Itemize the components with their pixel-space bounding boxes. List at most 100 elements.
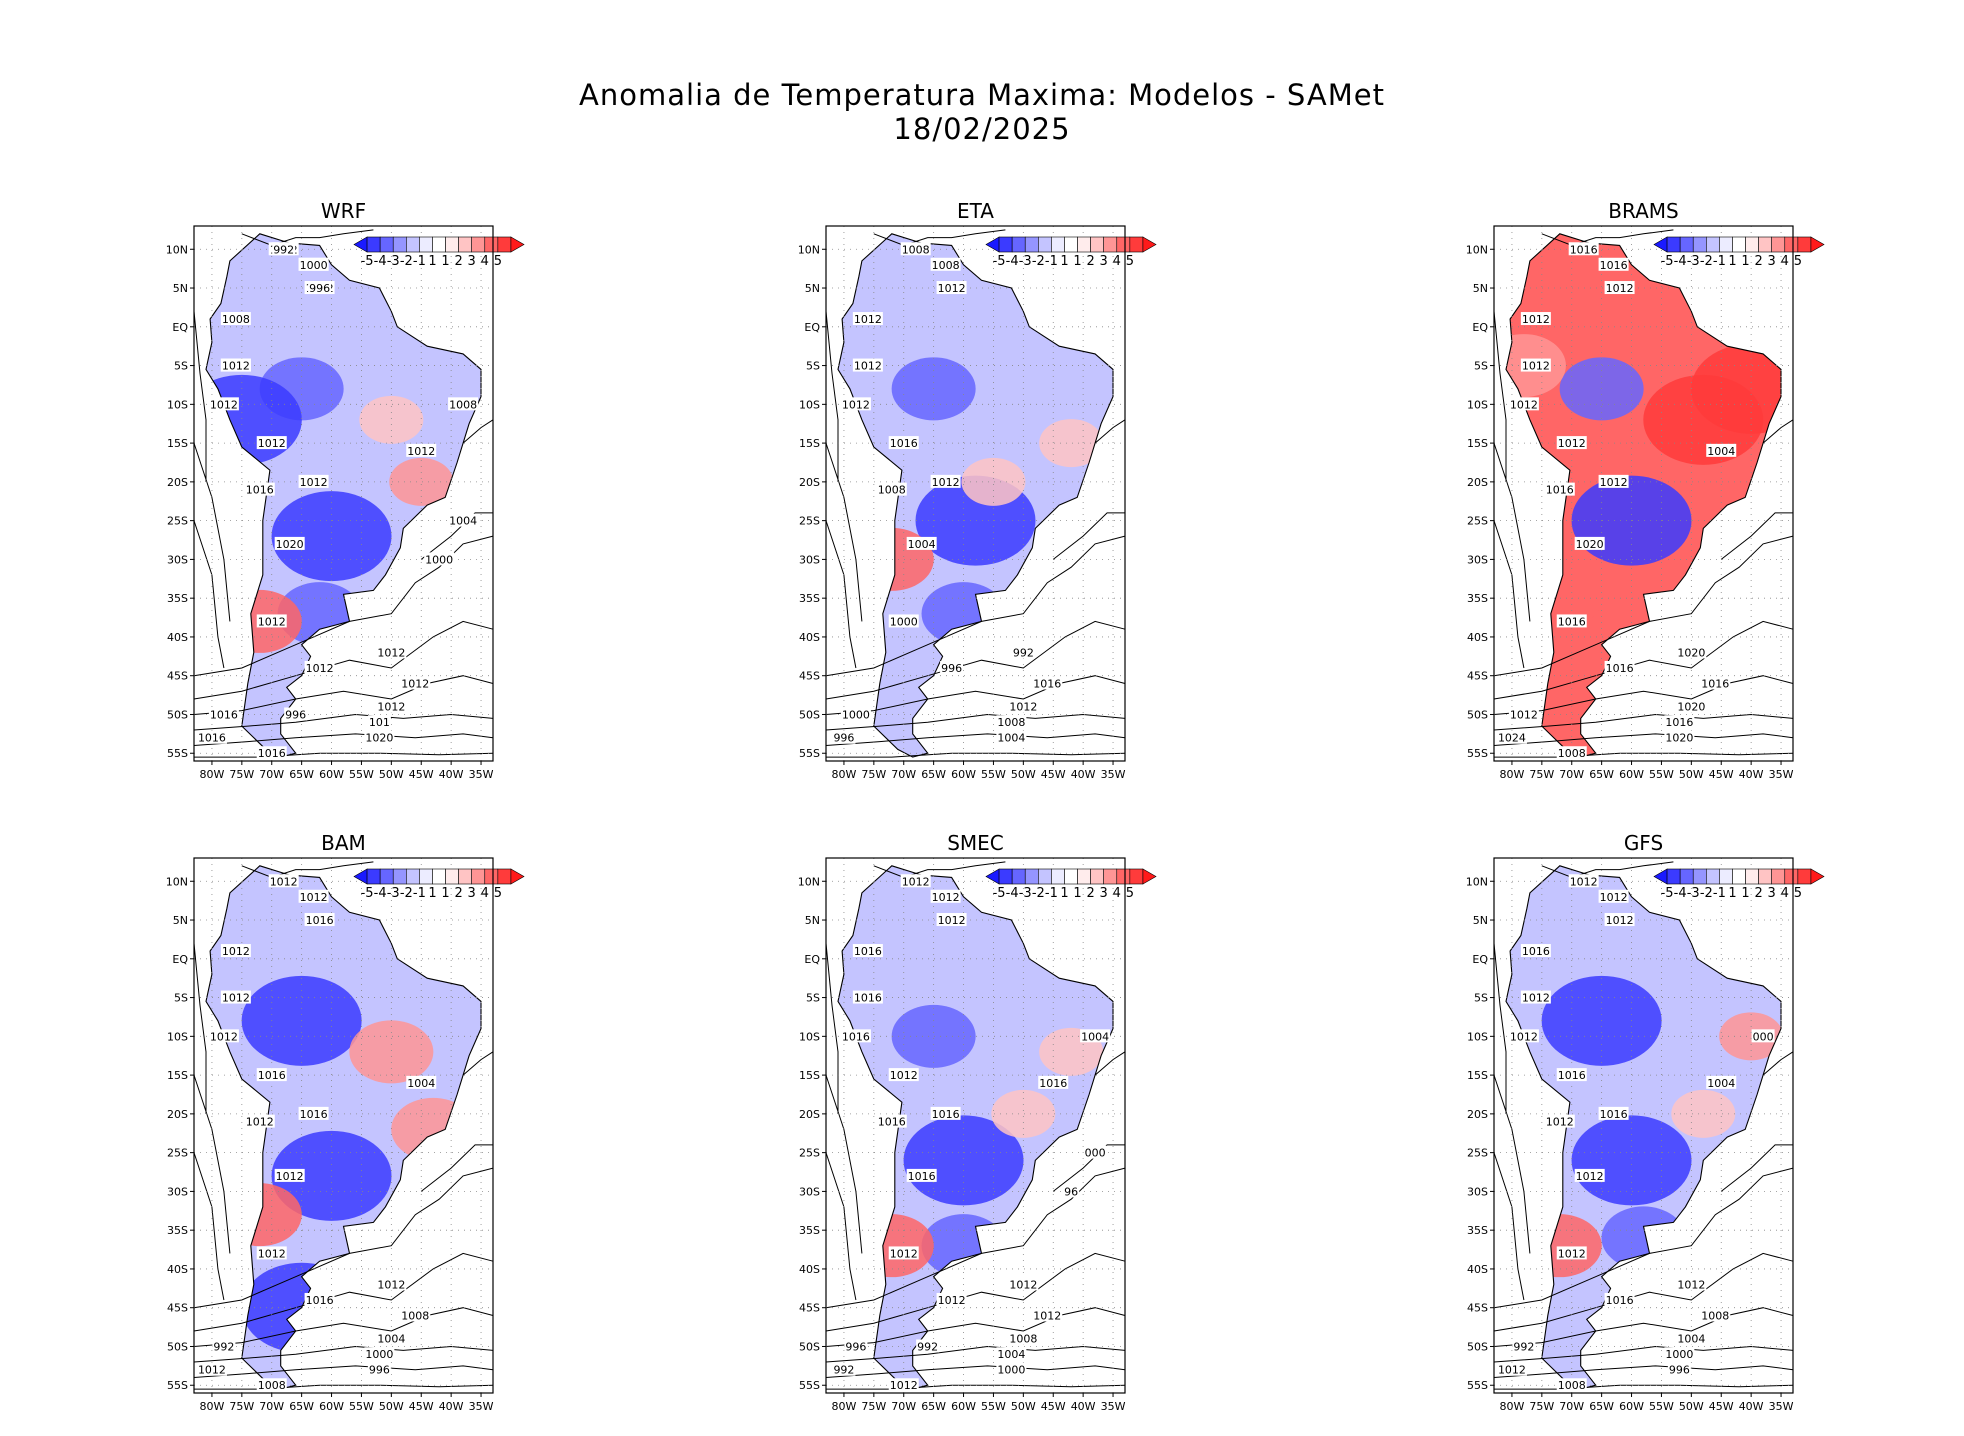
y-tick-label: 5N bbox=[1473, 282, 1488, 295]
y-tick-label: 45S bbox=[799, 1302, 820, 1315]
colorbar-label: 4 bbox=[1781, 254, 1789, 269]
colorbar-label: -2 bbox=[1032, 254, 1045, 269]
isobar-label: 1012 bbox=[1606, 282, 1634, 295]
x-tick-label: 65W bbox=[1589, 768, 1614, 781]
y-tick-label: 20S bbox=[167, 476, 188, 489]
colorbar-label: -2 bbox=[1032, 886, 1045, 901]
colorbar-label: -5 bbox=[1661, 254, 1674, 269]
isobar-line bbox=[193, 311, 207, 482]
colorbar-swatch bbox=[1719, 236, 1733, 253]
isobar-label: 1012 bbox=[258, 615, 286, 628]
isobar-line bbox=[1493, 1152, 1525, 1301]
colorbar-swatch bbox=[419, 868, 433, 885]
isobar-line bbox=[193, 520, 225, 669]
isobar-line bbox=[420, 1144, 493, 1192]
isobar-label-bg bbox=[256, 746, 287, 760]
y-tick-label: 30S bbox=[799, 1185, 820, 1198]
y-tick-label: 45S bbox=[167, 1302, 188, 1315]
isobar-label: 1016 bbox=[1558, 615, 1586, 628]
isobar-line bbox=[1493, 535, 1794, 677]
colorbar-label: 4 bbox=[481, 886, 489, 901]
colorbar-label: 2 bbox=[1754, 886, 1762, 901]
colorbar-swatch bbox=[1666, 868, 1681, 885]
isobar-label-bg bbox=[1700, 676, 1731, 690]
colorbar-label: -3 bbox=[387, 254, 400, 269]
isobar-label-bg bbox=[888, 614, 919, 628]
isobar-label: 992 bbox=[833, 1364, 854, 1377]
panel-title: WRF bbox=[321, 199, 366, 223]
isobar-label-bg bbox=[212, 1339, 236, 1353]
y-tick-label: 15S bbox=[799, 1069, 820, 1082]
isobar-label-bg bbox=[1598, 257, 1629, 271]
colorbar-label: -1 bbox=[1045, 886, 1058, 901]
colorbar-label: 1 bbox=[1073, 254, 1081, 269]
isobar-label: 1000 bbox=[1665, 1348, 1693, 1361]
isobar-label-bg bbox=[1520, 312, 1551, 326]
y-tick-label: EQ bbox=[1472, 953, 1488, 966]
y-tick-label: 10S bbox=[1467, 1030, 1488, 1043]
panel-smec: SMEC101210121012101610161016101210161016… bbox=[798, 831, 1157, 1413]
isobar-label: 1012 bbox=[258, 437, 286, 450]
y-tick-label: 30S bbox=[1467, 1185, 1488, 1198]
isobar-label: 1008 bbox=[449, 398, 477, 411]
y-tick-label: 25S bbox=[799, 515, 820, 528]
y-tick-label: 50S bbox=[799, 1340, 820, 1353]
y-tick-label: 30S bbox=[1467, 553, 1488, 566]
colorbar-swatch bbox=[1797, 236, 1812, 253]
colorbar-swatch bbox=[1706, 236, 1720, 253]
isobar-label: 992 bbox=[273, 243, 294, 256]
colorbar-label: 1 bbox=[1073, 886, 1081, 901]
x-tick-label: 75W bbox=[1529, 1400, 1554, 1413]
colorbar-swatch bbox=[379, 868, 394, 885]
colorbar-label: -4 bbox=[1006, 886, 1019, 901]
isobar-line bbox=[1541, 229, 1674, 246]
y-tick-label: 5N bbox=[173, 282, 188, 295]
panel-title: BAM bbox=[321, 831, 366, 855]
isobar-label: 1008 bbox=[401, 1309, 429, 1322]
isobar-label-bg bbox=[906, 536, 937, 550]
isobar-label-bg bbox=[268, 874, 299, 888]
isobar-label: 1020 bbox=[1665, 732, 1693, 745]
x-tick-label: 65W bbox=[921, 1400, 946, 1413]
isobar-label: 1012 bbox=[210, 1030, 238, 1043]
isobar-line bbox=[873, 229, 1006, 246]
panel-brams: BRAMS10161016101210121012101210121012101… bbox=[1466, 199, 1825, 781]
isobar-label-bg bbox=[936, 281, 967, 295]
x-tick-label: 65W bbox=[289, 768, 314, 781]
isobars bbox=[1493, 861, 1794, 1390]
y-tick-label: 40S bbox=[167, 1263, 188, 1276]
y-tick-label: 55S bbox=[799, 747, 820, 760]
isobar-label: 1012 bbox=[401, 677, 429, 690]
isobar-label: 1012 bbox=[1498, 1364, 1526, 1377]
isobar-label-bg bbox=[364, 1347, 395, 1361]
colorbar-label: 4 bbox=[1781, 886, 1789, 901]
y-tick-label: 10S bbox=[167, 398, 188, 411]
y-tick-label: 55S bbox=[167, 1379, 188, 1392]
isobar-label-bg bbox=[304, 1292, 335, 1306]
isobar-label-bg bbox=[367, 715, 391, 729]
x-tick-label: 60W bbox=[319, 1400, 344, 1413]
colorbar-label: 2 bbox=[454, 886, 462, 901]
x-tick-label: 40W bbox=[1739, 1400, 1764, 1413]
isobar-line bbox=[1493, 1345, 1794, 1363]
colorbar-swatch bbox=[497, 236, 512, 253]
isobar-label: 000 bbox=[1753, 1030, 1774, 1043]
isobar-label: 1008 bbox=[878, 484, 906, 497]
isobar-label: 1008 bbox=[222, 313, 250, 326]
x-tick-label: 35W bbox=[1769, 768, 1794, 781]
y-tick-label: 55S bbox=[799, 1379, 820, 1392]
y-tick-label: 10N bbox=[1466, 243, 1488, 256]
y-tick-label: 10N bbox=[166, 875, 188, 888]
colorbar-swatch bbox=[445, 236, 459, 253]
y-tick-label: 10S bbox=[799, 1030, 820, 1043]
isobar-line bbox=[193, 713, 494, 731]
isobar-label-bg bbox=[208, 397, 239, 411]
isobar-label: 1012 bbox=[222, 992, 250, 1005]
colorbar-label: 4 bbox=[1113, 886, 1121, 901]
colorbar-label: 3 bbox=[468, 886, 476, 901]
isobar-label-bg bbox=[367, 1362, 391, 1376]
isobar-line bbox=[1493, 620, 1794, 700]
isobar-line bbox=[1494, 752, 1794, 758]
isobar-label-bg bbox=[996, 730, 1027, 744]
y-tick-label: 15S bbox=[167, 1069, 188, 1082]
